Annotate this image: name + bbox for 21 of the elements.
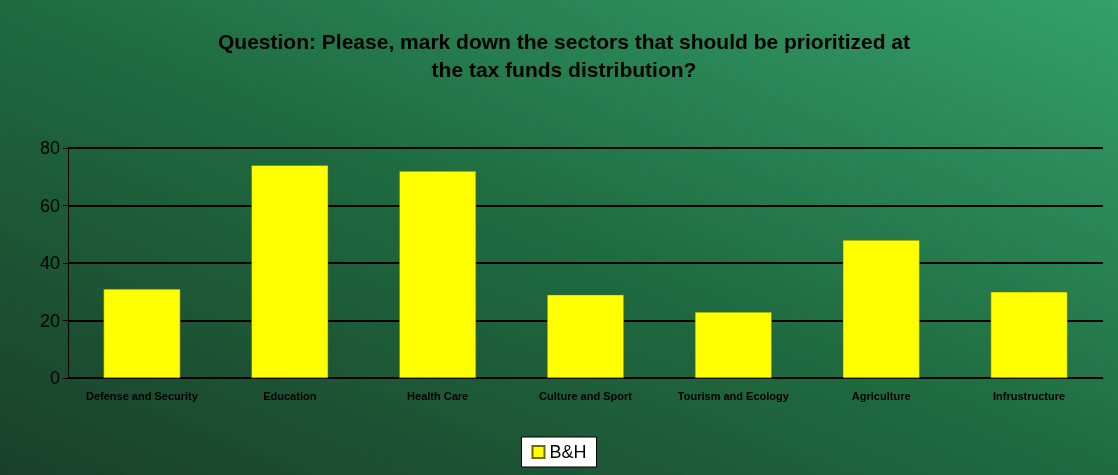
legend-label: B&H [549,442,587,462]
y-tick-label: 60 [39,195,60,216]
bar [103,288,181,378]
bar [842,240,920,378]
x-tick-label: Culture and Sport [539,389,633,402]
y-tick-label: 0 [49,368,60,388]
y-tick-label: 40 [39,253,60,273]
chart-title: Question: Please, mark down the sectors that should be prioritized at the tax funds distribution? [218,29,910,81]
bar [251,165,329,378]
bar [990,291,1068,378]
bar [547,294,624,378]
bar [694,311,772,378]
x-tick-label: Tourism and Ecology [677,389,790,402]
x-tick-label: Defense and Security [85,389,199,402]
y-tick-label: 80 [39,138,60,158]
bar [399,171,477,378]
x-tick-label: Infrustructure [993,389,1066,402]
x-tick-label: Health Care [407,389,469,402]
x-tick-label: Agriculture [851,389,911,402]
x-tick-label: Education [263,389,317,402]
y-tick-label: 20 [39,310,60,331]
